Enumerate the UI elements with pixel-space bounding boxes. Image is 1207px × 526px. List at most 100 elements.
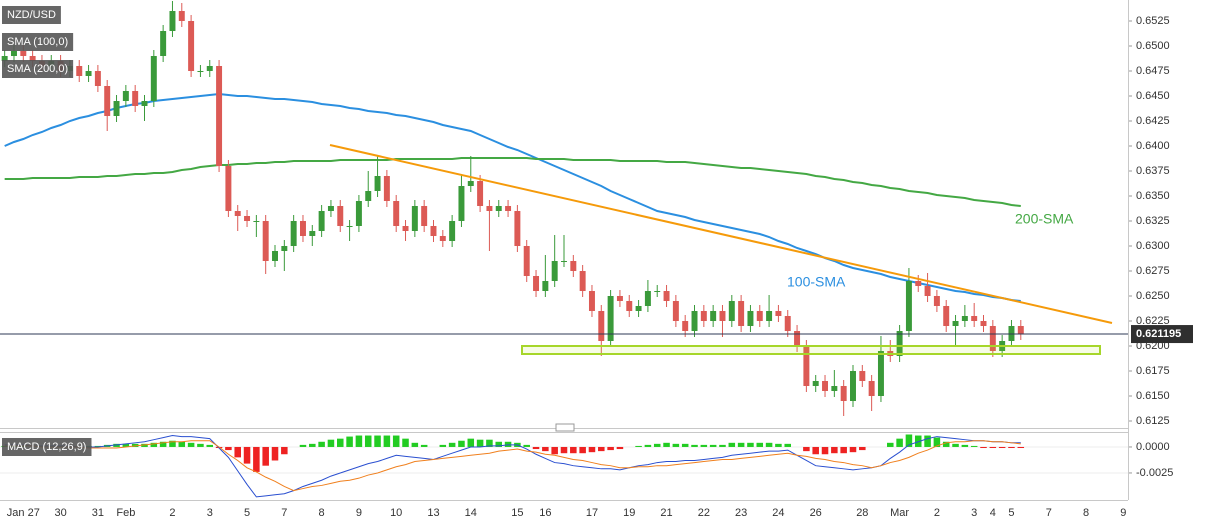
sma-line (4, 92, 1021, 302)
macd-histogram-bar (653, 443, 661, 447)
candle-body (924, 286, 931, 296)
candle-body (421, 206, 428, 226)
macd-histogram-bar (299, 444, 307, 447)
candle-body (327, 206, 334, 211)
macd-histogram-bar (663, 442, 670, 447)
macd-histogram-bar (681, 443, 689, 447)
candle-body (290, 221, 297, 246)
macd-histogram-bar (989, 446, 997, 449)
candle-body (411, 206, 418, 231)
macd-histogram-bar (439, 444, 447, 447)
macd-histogram-bar (719, 444, 726, 447)
last-price-box (1131, 325, 1193, 344)
macd-histogram-bar (309, 443, 316, 447)
x-tick-label: 5 (1008, 507, 1014, 519)
candle-body (803, 346, 810, 386)
macd-histogram-bar (672, 443, 680, 447)
macd-histogram-bar (206, 444, 214, 447)
macd-histogram-bar (570, 446, 577, 454)
macd-histogram-bar (560, 446, 568, 454)
candle-body (169, 11, 176, 31)
macd-histogram-bar (150, 442, 158, 447)
macd-histogram-bar (337, 438, 344, 447)
candle-body (188, 21, 195, 71)
sma-line (4, 157, 1021, 207)
candle-body (682, 321, 689, 331)
candle-body (738, 301, 745, 326)
candle-body (197, 71, 204, 72)
candle-body (467, 181, 474, 186)
support-zone (521, 345, 1101, 355)
x-tick-label: 26 (810, 507, 822, 519)
macd-histogram-bar (849, 446, 857, 453)
macd-histogram-bar (905, 434, 913, 447)
macd-histogram-bar (411, 442, 419, 447)
candle-body (244, 216, 251, 221)
candle-body (160, 31, 167, 56)
sma-annotation: 200-SMA (1015, 211, 1074, 227)
candle-body (234, 211, 241, 216)
macd-histogram-bar (486, 439, 493, 447)
macd-line (4, 435, 1021, 498)
y-tick-label: 0.6500 (1136, 40, 1170, 52)
candle-body (626, 301, 633, 311)
candle-body (728, 301, 735, 321)
macd-histogram-bar (924, 435, 931, 447)
macd-histogram-bar (896, 438, 903, 447)
candle-body (374, 176, 381, 191)
legend-box (2, 6, 61, 24)
candle-body (216, 66, 223, 166)
x-tick-label: Mar (890, 507, 909, 519)
macd-histogram-bar (532, 446, 540, 450)
macd-histogram-bar (318, 441, 325, 447)
macd-histogram-bar (392, 435, 400, 447)
candle-body (663, 291, 670, 301)
macd-histogram-bar (551, 446, 558, 455)
x-tick-label: Jan 27 (7, 507, 40, 519)
macd-histogram-bar (402, 438, 409, 447)
x-tick-label: 9 (356, 507, 362, 519)
legend-label: SMA (100,0) (7, 36, 68, 48)
x-tick-label: 22 (698, 507, 710, 519)
macd-histogram-bar (355, 435, 363, 447)
y-tick-label: 0.0000 (1136, 441, 1170, 453)
x-tick-label: 2 (169, 507, 175, 519)
x-tick-label: 3 (971, 507, 977, 519)
x-tick-label: 14 (465, 507, 477, 519)
macd-histogram-bar (961, 444, 969, 447)
candle-body (840, 386, 847, 401)
macd-histogram-bar (784, 443, 791, 447)
candle-body (654, 291, 661, 292)
resize-handle[interactable] (555, 423, 575, 432)
macd-histogram-bar (141, 443, 148, 447)
macd-histogram-bar (495, 441, 503, 447)
candle-body (812, 381, 819, 386)
labels: 0.61250.61500.61750.62000.62250.62500.62… (2, 6, 1193, 519)
candle-body (1017, 326, 1024, 334)
candle-body (691, 311, 698, 331)
macd-histogram-bar (197, 443, 204, 447)
macd-histogram-bar (281, 446, 288, 455)
candle-body (505, 206, 512, 211)
macd-histogram-bar (542, 446, 549, 452)
candle-body (980, 321, 987, 326)
x-tick-label: 28 (856, 507, 868, 519)
x-tick-label: 5 (244, 507, 250, 519)
macd-histogram-bar (840, 446, 847, 454)
candle-body (831, 386, 838, 391)
candle-body (775, 311, 782, 316)
candle-body (495, 206, 502, 211)
candle-body (225, 166, 232, 211)
candle-body (784, 316, 791, 331)
y-tick-label: 0.6300 (1136, 240, 1170, 252)
macd-histogram-bar (178, 441, 186, 447)
y-tick-label: 0.6150 (1136, 390, 1170, 402)
price-panel (0, 0, 1128, 428)
candle-body (598, 311, 605, 341)
x-tick-label: 30 (54, 507, 66, 519)
macd-histogram-bar (737, 442, 745, 447)
y-tick-label: 0.6275 (1136, 265, 1170, 277)
x-tick-label: 7 (281, 507, 287, 519)
candle-body (85, 71, 92, 76)
